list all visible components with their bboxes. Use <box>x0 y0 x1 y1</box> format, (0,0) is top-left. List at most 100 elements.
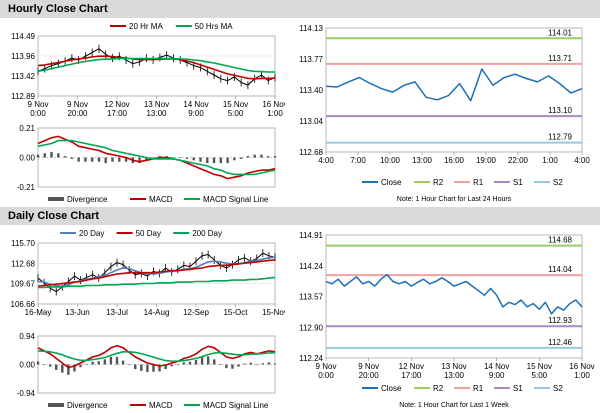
divergence-bar <box>97 361 100 365</box>
divergence-bar <box>199 157 202 162</box>
chart-note: Note: 1 Hour Chart for Last 24 Hours <box>397 196 512 203</box>
series-macd-signal-line <box>37 350 276 363</box>
legend-s2: S2 <box>553 384 563 393</box>
legend-macd-signal-line: MACD Signal Line <box>203 401 269 410</box>
divergence-bar <box>231 364 234 369</box>
legend-20-hr-ma: 20 Hr MA <box>129 22 163 31</box>
price-x-tick: 14 Nov 9:00 <box>183 100 208 118</box>
divergence-bar <box>84 157 87 162</box>
pivot-y-tick: 114.91 <box>299 231 323 240</box>
divergence-bar <box>260 154 263 158</box>
divergence-bar <box>239 157 243 159</box>
macd-y-tick: 0.00 <box>19 154 35 163</box>
series-macd <box>37 344 276 369</box>
chart-note: Note: 1 Hour Chart for Last 1 Week <box>399 402 509 409</box>
divergence-bar <box>206 356 210 365</box>
pivot-x-tick: 15 Nov 5:00 <box>527 362 552 380</box>
series-close <box>325 273 583 315</box>
price-x-tick: 15-Oct <box>223 308 248 317</box>
divergence-bar <box>170 364 173 367</box>
pivot-y-tick: 112.90 <box>299 323 323 332</box>
pivot-x-tick: 16 Nov 1:00 <box>569 362 594 380</box>
divergence-bar <box>91 361 94 365</box>
divergence-bar <box>85 364 88 365</box>
level-label-s1: 113.10 <box>548 106 572 115</box>
divergence-bar <box>152 364 155 372</box>
divergence-bar <box>237 364 240 367</box>
pivot-y-tick: 113.77 <box>299 55 323 64</box>
price-x-tick: 12-Sep <box>183 308 209 317</box>
divergence-bar <box>118 157 121 162</box>
divergence-bar <box>192 157 195 161</box>
divergence-bar <box>182 362 186 365</box>
price-y-tick: 113.96 <box>11 52 35 61</box>
price-y-tick: 114.49 <box>11 32 35 41</box>
series-200-day <box>38 276 276 289</box>
divergence-bar <box>36 361 40 365</box>
price-y-tick: 106.66 <box>11 300 36 309</box>
daily-section-header: Daily Close Chart <box>0 207 600 225</box>
hourly-section-title: Hourly Close Chart <box>8 3 108 15</box>
daily-macd-chart: 0.94 0.00 -0.94 Divergence MACD MACD Signal L… <box>17 332 277 410</box>
divergence-bar <box>226 157 229 164</box>
pivot-y-tick: 114.13 <box>299 24 323 33</box>
divergence-bar <box>261 363 265 365</box>
price-y-tick: 113.42 <box>11 72 35 81</box>
divergence-bar <box>267 362 271 365</box>
divergence-bar <box>273 363 277 365</box>
hourly-macd-chart: 0.21 0.00 -0.21 Divergence MACD MACD Signal L… <box>17 124 277 204</box>
divergence-bar <box>79 364 82 368</box>
pivot-y-tick: 113.04 <box>299 117 323 126</box>
divergence-bar <box>42 364 46 365</box>
divergence-bar <box>73 364 76 372</box>
pivot-x-tick: 9 Nov 20:00 <box>358 362 379 380</box>
legend-50-day: 50 Day <box>136 229 161 238</box>
pivot-x-tick: 22:00 <box>508 156 529 165</box>
daily-section-title: Daily Close Chart <box>8 210 100 222</box>
legend-divergence: Divergence <box>67 195 108 204</box>
divergence-bar <box>63 156 67 158</box>
price-x-tick: 12 Nov 17:00 <box>104 100 129 118</box>
series-50-hrs-ma <box>37 57 275 73</box>
level-label-r1: 113.71 <box>548 54 572 63</box>
divergence-bar <box>109 356 113 365</box>
divergence-bar <box>138 157 141 164</box>
divergence-bar <box>48 364 52 367</box>
level-label-s2: 112.46 <box>548 338 572 347</box>
divergence-bar <box>212 157 216 164</box>
divergence-bar <box>121 360 125 365</box>
divergence-bar <box>249 362 252 365</box>
pivot-x-tick: 14 Nov 9:00 <box>484 362 509 380</box>
price-y-tick: 109.67 <box>11 280 36 289</box>
legend-r2: R2 <box>433 384 444 393</box>
divergence-bar <box>57 153 60 158</box>
pivot-x-tick: 16:00 <box>444 156 465 165</box>
series-macd-signal-line <box>37 139 276 176</box>
price-y-tick: 115.70 <box>11 239 35 248</box>
legend-divergence-swatch <box>48 403 64 407</box>
divergence-bar <box>158 364 161 372</box>
legend-200-day: 200 Day <box>192 229 222 238</box>
divergence-bar <box>77 157 80 162</box>
series-50-day <box>37 259 276 287</box>
legend-close: Close <box>381 178 402 187</box>
pivot-y-tick: 114.24 <box>299 262 323 271</box>
level-label-r2: 114.68 <box>548 236 572 245</box>
legend-macd-signal-line: MACD Signal Line <box>203 195 269 204</box>
macd-y-tick: -0.21 <box>17 183 36 192</box>
plot-frame <box>37 35 276 97</box>
legend-macd: MACD <box>149 401 173 410</box>
legend-20-day: 20 Day <box>79 229 104 238</box>
level-label-r2: 114.01 <box>548 28 572 37</box>
divergence-bar <box>176 364 179 366</box>
divergence-bar <box>124 157 128 162</box>
pivot-y-tick: 113.40 <box>299 86 323 95</box>
price-x-tick: 15-Nov <box>262 308 285 317</box>
hourly-price-chart: 114.49 113.96 113.42 112.899 Nov 0:00 9 Nov 20… <box>11 22 285 118</box>
price-x-tick: 15 Nov 5:00 <box>223 100 248 118</box>
macd-y-tick: 0.21 <box>19 124 35 133</box>
pivot-y-tick: 113.57 <box>299 293 323 302</box>
divergence-bar <box>213 359 216 365</box>
